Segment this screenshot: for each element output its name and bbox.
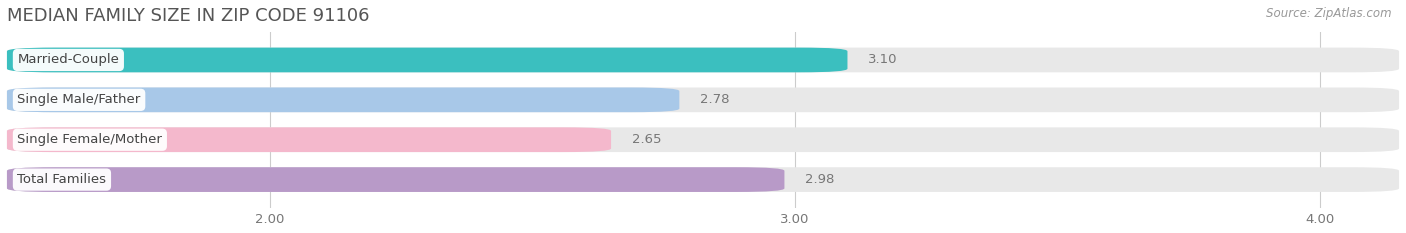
Text: Married-Couple: Married-Couple [17, 53, 120, 66]
FancyBboxPatch shape [7, 127, 612, 152]
FancyBboxPatch shape [7, 167, 1399, 192]
Text: Source: ZipAtlas.com: Source: ZipAtlas.com [1267, 7, 1392, 20]
Text: 3.10: 3.10 [869, 53, 898, 66]
FancyBboxPatch shape [7, 48, 1399, 72]
FancyBboxPatch shape [7, 127, 1399, 152]
FancyBboxPatch shape [7, 48, 848, 72]
Text: 2.78: 2.78 [700, 93, 730, 106]
Text: 2.65: 2.65 [633, 133, 662, 146]
Text: Single Female/Mother: Single Female/Mother [17, 133, 162, 146]
Text: MEDIAN FAMILY SIZE IN ZIP CODE 91106: MEDIAN FAMILY SIZE IN ZIP CODE 91106 [7, 7, 370, 25]
FancyBboxPatch shape [7, 87, 1399, 112]
Text: Total Families: Total Families [17, 173, 107, 186]
Text: Single Male/Father: Single Male/Father [17, 93, 141, 106]
FancyBboxPatch shape [7, 167, 785, 192]
FancyBboxPatch shape [7, 87, 679, 112]
Text: 2.98: 2.98 [806, 173, 835, 186]
